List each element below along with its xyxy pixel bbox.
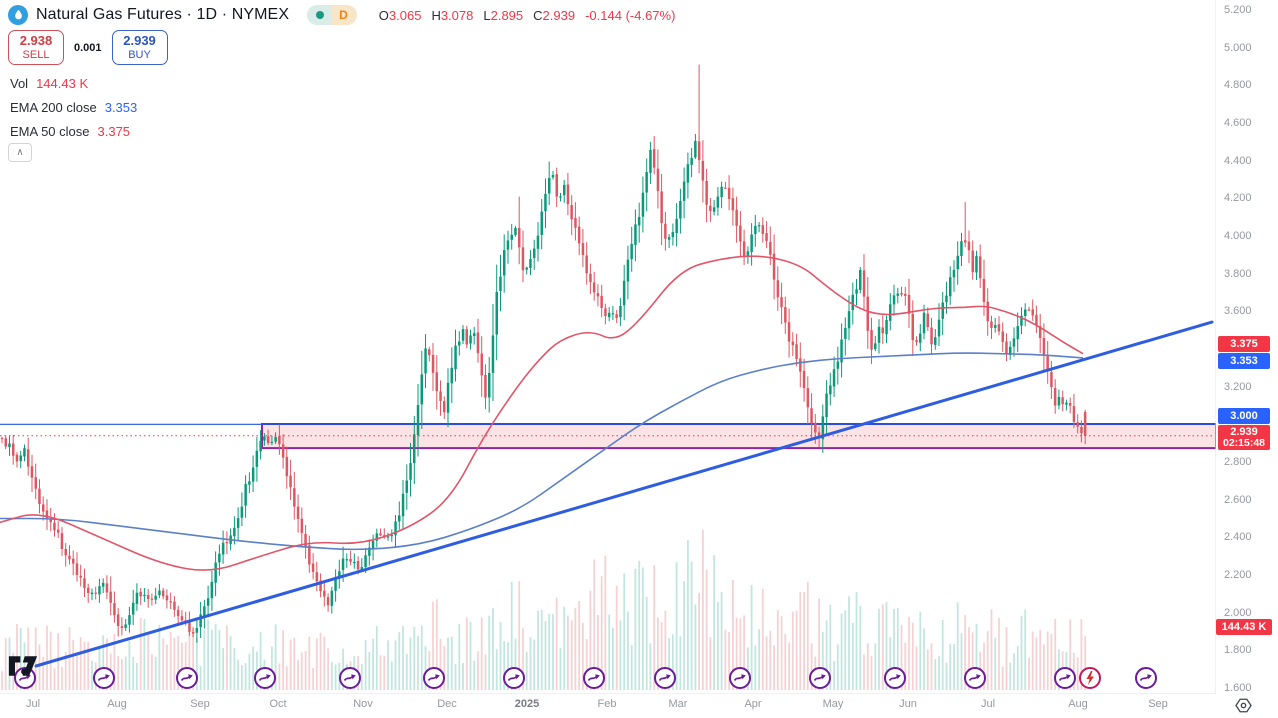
time-axis-label: May	[822, 698, 844, 710]
contract-switch-icon[interactable]	[338, 666, 362, 690]
indicator-legend: Vol 144.43 K EMA 200 close 3.353 EMA 50 cl…	[10, 71, 137, 143]
sell-button[interactable]: 2.938 SELL	[8, 30, 64, 65]
interval-status-pill[interactable]: D	[307, 5, 357, 25]
ema50-line[interactable]	[0, 255, 1084, 571]
time-axis-label: Apr	[744, 698, 762, 710]
contract-switch-icon[interactable]	[963, 666, 987, 690]
contract-switch-icon[interactable]	[808, 666, 832, 690]
price-axis-tick: 1.800	[1224, 644, 1252, 657]
last-price-badge: 2.939 02:15:48	[1218, 425, 1270, 450]
price-axis-tick: 3.600	[1224, 305, 1252, 318]
price-axis[interactable]: 3.375 3.353 3.000 2.939 02:15:48 144.43 …	[1216, 0, 1278, 694]
contract-switch-icon[interactable]	[175, 666, 199, 690]
ema50-price-badge: 3.375	[1218, 336, 1270, 352]
time-axis-label: Oct	[269, 698, 287, 710]
ema50-legend-row[interactable]: EMA 50 close 3.375	[10, 123, 131, 139]
price-axis-tick: 4.800	[1224, 79, 1252, 92]
time-axis-label: Sep	[1148, 698, 1168, 710]
time-axis-label: 2025	[514, 698, 540, 710]
time-axis[interactable]: Jul Aug Sep Oct Nov Dec 2025 Feb Mar Apr May Jun Jul…	[0, 694, 1278, 718]
price-axis-tick: 5.000	[1224, 41, 1252, 54]
time-axis-label: Aug	[107, 698, 127, 710]
price-axis-tick: 2.400	[1224, 531, 1252, 544]
price-axis-tick: 3.200	[1224, 380, 1252, 393]
ema200-price-badge: 3.353	[1218, 353, 1270, 369]
time-axis-label: Jul	[980, 698, 996, 710]
price-axis-tick: 4.600	[1224, 117, 1252, 129]
market-open-dot-icon	[316, 11, 325, 19]
contract-switch-icon[interactable]	[883, 666, 907, 690]
volume-legend-row[interactable]: Vol 144.43 K	[10, 75, 89, 91]
price-axis-tick: 2.200	[1224, 569, 1252, 581]
time-axis-label: Aug	[1068, 698, 1088, 710]
price-axis-tick: 4.400	[1224, 154, 1252, 167]
ema200-legend-row[interactable]: EMA 200 close 3.353	[10, 99, 138, 115]
change-readout: -0.144 (-4.67%)	[585, 7, 676, 23]
candlestick-series	[0, 64, 1087, 643]
price-axis-tick: 2.800	[1224, 456, 1252, 468]
symbol-title[interactable]: Natural Gas Futures · 1D · NYMEX	[36, 6, 290, 23]
legend-collapse-button[interactable]: ∧	[8, 143, 32, 162]
hline-price-badge: 3.000	[1218, 408, 1270, 424]
volume-value-badge: 144.43 K	[1216, 619, 1272, 635]
price-axis-tick: 3.800	[1224, 267, 1252, 280]
contract-switch-icon[interactable]	[582, 666, 606, 690]
price-axis-tick: 4.200	[1224, 192, 1252, 205]
time-axis-label: Jun	[899, 698, 917, 710]
natural-gas-flame-icon	[8, 5, 28, 25]
price-axis-tick: 4.000	[1224, 230, 1252, 242]
buy-button[interactable]: 2.939 BUY	[111, 30, 168, 65]
contract-switch-icon[interactable]	[422, 666, 446, 690]
contract-switch-icon[interactable]	[92, 666, 116, 690]
price-axis-tick: 2.000	[1224, 606, 1252, 619]
contract-switch-icon[interactable]	[728, 666, 752, 690]
contract-switch-icon[interactable]	[1134, 666, 1158, 690]
ohlc-readout: O3.065 H3.078 L2.895 C2.939 -0.144 (-4.6…	[378, 7, 676, 23]
time-axis-label: Jul	[25, 698, 41, 710]
ema200-line[interactable]	[0, 352, 1084, 551]
symbol-header: Natural Gas Futures · 1D · NYMEX D O3.06…	[8, 5, 675, 25]
spread-value: 0.001	[74, 41, 102, 54]
time-axis-label: Sep	[190, 698, 210, 710]
price-axis-tick: 5.200	[1224, 4, 1252, 16]
interval-badge: D	[332, 5, 357, 25]
time-axis-label: Feb	[597, 698, 617, 710]
tradingview-logo[interactable]	[8, 655, 38, 682]
trendline[interactable]	[34, 320, 1214, 668]
contract-switch-icon[interactable]	[653, 666, 677, 690]
order-panel: 2.938 SELL 0.001 2.939 BUY	[8, 30, 168, 65]
low-liquidity-bolt-icon[interactable]	[1078, 666, 1102, 690]
time-axis-label: Mar	[668, 698, 688, 710]
time-axis-label: Dec	[437, 698, 457, 710]
volume-bars	[1, 529, 1087, 690]
price-axis-tick: 1.600	[1224, 682, 1252, 694]
hide-marks-eye-icon[interactable]	[1235, 698, 1252, 718]
contract-switch-icon[interactable]	[502, 666, 526, 690]
price-axis-tick: 2.600	[1224, 493, 1252, 506]
contract-switch-icon[interactable]	[1053, 666, 1077, 690]
contract-switch-icon[interactable]	[253, 666, 277, 690]
time-axis-label: Nov	[353, 698, 373, 710]
bar-countdown: 02:15:48	[1222, 437, 1266, 449]
